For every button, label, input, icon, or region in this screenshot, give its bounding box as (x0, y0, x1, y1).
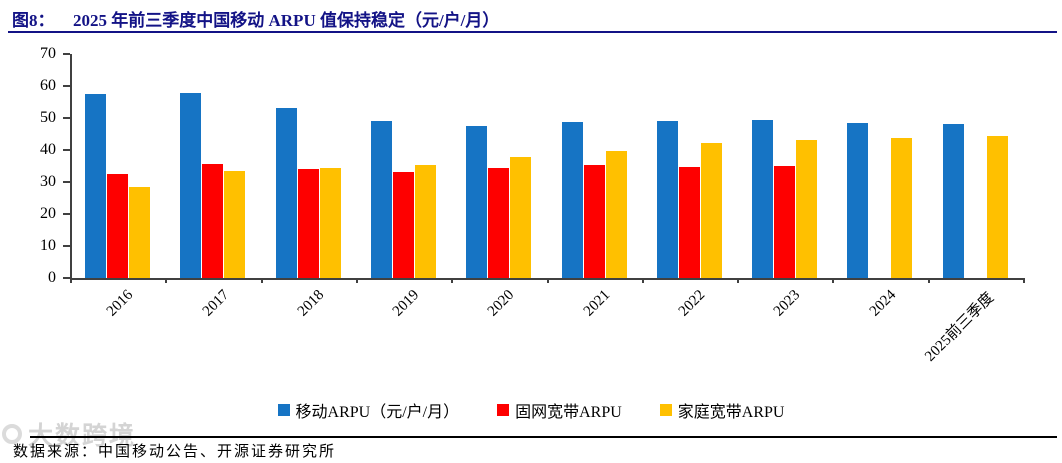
y-axis-label: 10 (40, 237, 56, 254)
bar-2022-series1 (678, 166, 700, 278)
bar-2016-series1 (107, 173, 128, 278)
bar-2021-series2 (605, 150, 627, 278)
watermark-logo-icon (2, 424, 22, 444)
bar-2018-series0 (275, 108, 297, 278)
legend-label: 固网宽带ARPU (515, 404, 622, 421)
figure-label: 图8： (12, 11, 55, 30)
y-axis-label: 50 (40, 109, 56, 126)
x-axis-tick (70, 278, 72, 283)
bar-2016-series0 (85, 94, 106, 278)
bar-2023-series0 (752, 120, 774, 278)
x-axis-tick (832, 278, 835, 283)
figure-title-text: 2025 年前三季度中国移动 ARPU 值保持稳定（元/户/月） (73, 11, 500, 30)
y-axis-tick (63, 85, 70, 87)
bar-2019-series2 (414, 164, 436, 278)
x-axis-label: 2019 (389, 287, 423, 320)
x-axis-label: 2021 (580, 287, 614, 320)
bar-2017-series1 (202, 164, 224, 278)
x-axis-tick (641, 278, 644, 283)
bar-2024-series0 (847, 122, 869, 278)
data-source: 数据来源：中国移动公告、开源证券研究所 (13, 444, 337, 460)
y-axis-tick (63, 53, 70, 55)
legend-label: 家庭宽带ARPU (677, 404, 785, 421)
x-axis-label: 2016 (104, 287, 137, 320)
x-axis-label: 2022 (675, 287, 709, 320)
y-axis-label: 60 (40, 77, 56, 94)
x-axis-label: 2018 (294, 287, 328, 320)
bar-2018-series1 (297, 169, 319, 278)
bar-2021-series0 (561, 121, 583, 278)
x-axis-tick (546, 278, 549, 283)
x-axis-tick (737, 278, 740, 283)
legend-item-series0: 移动ARPU（元/户/月） (277, 398, 460, 422)
x-axis-tick (260, 278, 263, 283)
bar-2019-series1 (392, 171, 414, 278)
legend-item-series2: 家庭宽带ARPU (659, 398, 785, 422)
x-axis-label: 2023 (771, 287, 804, 320)
y-axis-label: 70 (40, 45, 56, 62)
legend-label: 移动ARPU（元/户/月） (295, 404, 460, 421)
bar-2025前三季度-series0 (942, 124, 964, 278)
bar-2020-series1 (488, 167, 510, 278)
y-axis-tick (63, 213, 70, 215)
bar-2020-series2 (510, 157, 532, 278)
x-axis-label: 2024 (866, 287, 900, 320)
x-axis-label: 2017 (199, 287, 232, 320)
y-axis-tick (63, 277, 70, 279)
y-axis-tick (63, 181, 70, 183)
legend-item-series1: 固网宽带ARPU (497, 398, 622, 422)
y-axis-tick (63, 117, 70, 119)
x-axis-tick (927, 278, 930, 283)
y-axis-label: 30 (40, 173, 56, 190)
title-underline (8, 31, 1057, 33)
chart-legend: 移动ARPU（元/户/月） 固网宽带ARPU 家庭宽带ARPU (0, 398, 1062, 422)
bar-2017-series2 (224, 171, 246, 278)
bar-2017-series0 (180, 93, 202, 278)
bar-2020-series0 (466, 126, 488, 278)
y-axis-label: 0 (48, 269, 56, 286)
bar-2023-series1 (774, 166, 796, 278)
y-axis-tick (63, 149, 70, 151)
bar-2019-series0 (370, 120, 392, 278)
x-axis-label: 2020 (485, 287, 518, 320)
figure-title: 图8： 2025 年前三季度中国移动 ARPU 值保持稳定（元/户/月） (12, 6, 1052, 31)
y-axis-label: 40 (40, 141, 56, 158)
bar-2022-series2 (700, 142, 722, 278)
y-axis-tick (63, 245, 70, 247)
x-axis-tick (165, 278, 168, 283)
legend-swatch-icon (277, 404, 290, 416)
bar-2024-series2 (891, 138, 913, 278)
x-axis-tick (451, 278, 454, 283)
bar-2023-series2 (796, 140, 818, 278)
footer-divider (30, 436, 1057, 438)
bar-2018-series2 (319, 168, 341, 278)
legend-swatch-icon (659, 404, 672, 416)
y-axis-label: 20 (40, 205, 56, 222)
y-axis (70, 54, 72, 278)
x-axis-tick (1023, 278, 1025, 283)
bar-2016-series2 (129, 187, 150, 278)
bar-2022-series0 (656, 121, 678, 278)
bar-2021-series1 (583, 165, 605, 278)
bar-chart: 0 10 20 30 40 50 60 70 2016 2017 2018 2019 2020 2021 2… (40, 45, 1025, 365)
bar-2025前三季度-series2 (986, 135, 1008, 278)
x-axis-label: 2025前三季度 (922, 289, 998, 365)
x-axis-tick (355, 278, 358, 283)
legend-swatch-icon (497, 404, 510, 416)
